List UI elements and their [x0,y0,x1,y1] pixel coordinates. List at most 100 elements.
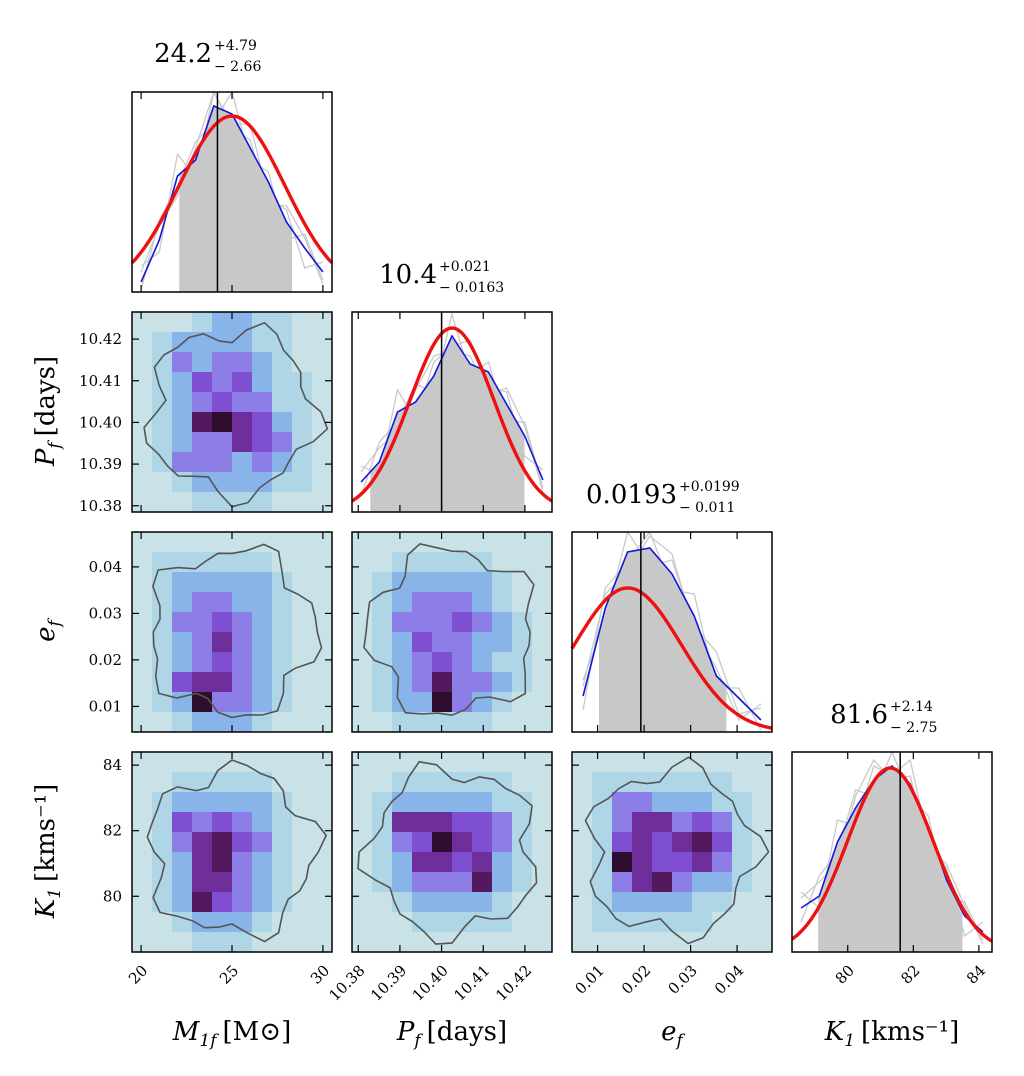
density-cell [192,612,213,633]
credible-region-m1f [179,106,292,293]
density-cell [372,532,393,553]
xlabel-m1f-unit: [M⊙] [223,1017,292,1047]
density-cell [692,932,713,953]
x-tick-label-k1: 84 [963,962,989,988]
density-cell [492,612,513,633]
density-cell [492,932,513,953]
density-cell [272,312,293,333]
density-cell [192,892,213,913]
density-cell [352,932,373,953]
panel-frame [351,531,553,733]
density-cell [272,692,293,713]
title-ef-minus: − 0.011 [679,500,735,516]
density-cell [492,832,513,853]
density-cell [212,492,233,513]
density-cell [532,652,553,673]
density-cell [212,892,233,913]
density-cell [152,472,173,493]
x-tick-label-pf: 10.41 [450,962,493,1005]
density-cell [512,752,533,773]
density-cell [512,632,533,653]
pair-panel-pf-ef [351,531,553,733]
density-cell [252,552,273,573]
density-cell [512,912,533,933]
density-cell [672,932,693,953]
density-cell [712,892,733,913]
density-cell [192,752,213,773]
density-cell [572,772,593,793]
density-cell [472,892,493,913]
posterior-line-ef [582,547,762,721]
density-cell [692,832,713,853]
xlabel-ef: ef [661,1017,685,1051]
density-cell [532,552,553,573]
density-cell [272,792,293,813]
density-cell [592,752,613,773]
density-cell [292,632,313,653]
density-cell [312,872,333,893]
plot-layer: 10.3810.3910.4010.4110.420.010.020.030.0… [79,90,993,1005]
density-cell [352,632,373,653]
density-cell [232,312,253,333]
density-cell [672,892,693,913]
density-cell [312,312,333,333]
density-cell [232,632,253,653]
density-cell [232,832,253,853]
density-cell [132,552,153,573]
walker-trace [800,758,984,945]
density-cell [512,872,533,893]
density-cell [172,452,193,473]
density-cell [412,832,433,853]
density-cell [252,652,273,673]
density-cell [532,692,553,713]
density-cell [452,872,473,893]
density-cell [212,352,233,373]
density-cell [632,792,653,813]
density-cell [272,612,293,633]
density-cell [352,852,373,873]
density-cell [472,532,493,553]
x-tick-label-pf: 10.38 [325,962,368,1005]
density-cell [152,692,173,713]
density-cell [132,632,153,653]
density-cell [212,912,233,933]
density-cell [672,832,693,853]
density-cell [572,752,593,773]
density-cell [492,872,513,893]
density-cell [372,792,393,813]
density-cell [392,672,413,693]
density-cell [452,792,473,813]
density-cell [272,412,293,433]
density-cell [692,792,713,813]
density-cell [312,532,333,553]
density-cell [172,372,193,393]
density-cell [672,812,693,833]
density-cell [232,872,253,893]
density-cell [412,712,433,733]
density-cell [732,792,753,813]
density-cell [232,452,253,473]
density-cell [392,872,413,893]
gaussian-fit-pf [351,326,553,503]
density-cell [652,832,673,853]
density-cell [172,872,193,893]
density-cell [192,812,213,833]
density-cell [712,792,733,813]
density-cell [212,372,233,393]
density-cell [352,552,373,573]
panel-frame [571,751,773,953]
density-cell [452,852,473,873]
density-cell [132,432,153,453]
density-cell [352,872,373,893]
density-cell [492,912,513,933]
x-tick-label-pf: 10.40 [409,962,452,1005]
density-cell [152,652,173,673]
density-cell [272,872,293,893]
density-cell [252,412,273,433]
density-cell [152,312,173,333]
density-cell [372,852,393,873]
density-cell [372,632,393,653]
y-tick-label-k1: 82 [103,822,122,840]
density-cell [212,632,233,653]
density-cell [372,652,393,673]
